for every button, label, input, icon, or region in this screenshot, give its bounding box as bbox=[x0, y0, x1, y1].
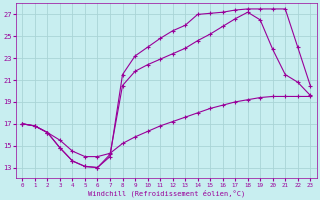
X-axis label: Windchill (Refroidissement éolien,°C): Windchill (Refroidissement éolien,°C) bbox=[88, 189, 245, 197]
